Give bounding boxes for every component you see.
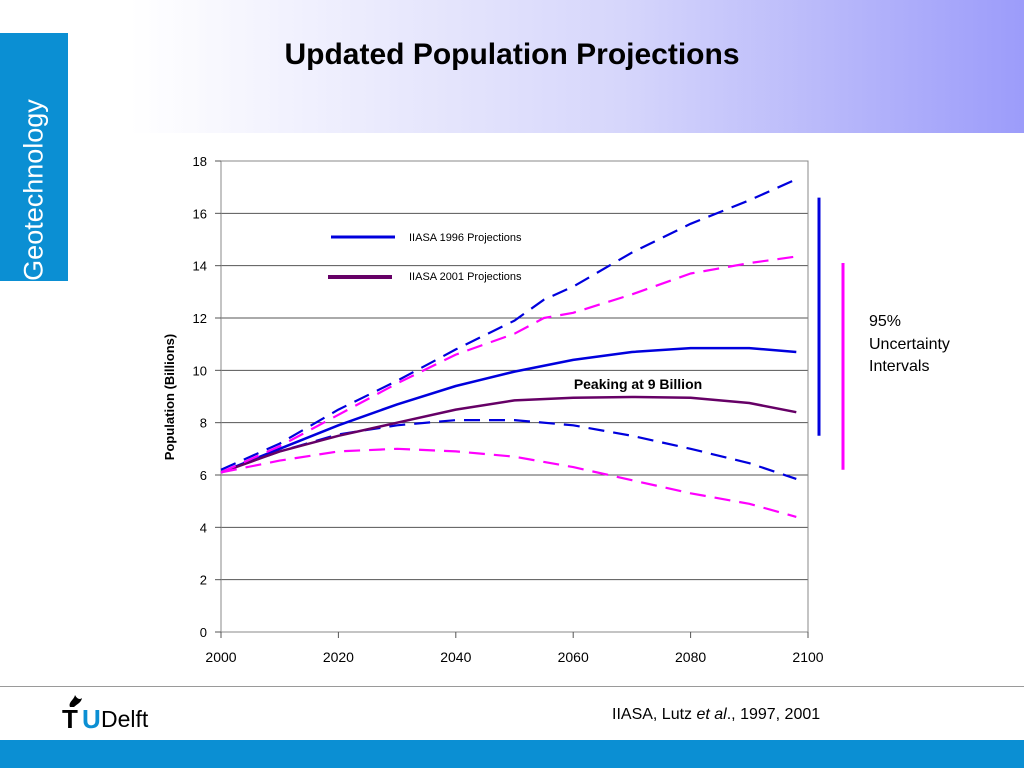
y-tick-label: 16 (193, 206, 207, 221)
x-tick-label: 2040 (440, 649, 471, 665)
line-iiasa-2001-lower (220, 447, 797, 518)
header-gradient-band (130, 0, 1024, 133)
footer-divider (0, 686, 1024, 687)
uncertainty-label-line1: 95% (869, 313, 901, 330)
plot-frame (220, 160, 809, 633)
line-iiasa-2001-median (220, 395, 797, 474)
uncertainty-label-line3: Intervals (869, 358, 929, 375)
uncertainty-label: 95% Uncertainty Intervals (869, 313, 950, 375)
citation-post: ., 1997, 2001 (726, 706, 821, 723)
line-iiasa-1996-median (220, 346, 797, 474)
uncertainty-label-line2: Uncertainty (869, 336, 950, 353)
x-tick-label: 2080 (675, 649, 706, 665)
x-tick-label: 2020 (323, 649, 354, 665)
legend: IIASA 1996 Projections IIASA 2001 Projec… (328, 232, 522, 283)
logo-u: U (82, 704, 101, 734)
flame-icon (69, 695, 82, 707)
legend-label-iiasa-1996: IIASA 1996 Projections (409, 232, 522, 244)
legend-label-iiasa-2001: IIASA 2001 Projections (409, 271, 522, 283)
y-tick-label: 2 (200, 573, 207, 588)
citation: IIASA, Lutz et al., 1997, 2001 (612, 706, 820, 724)
line-iiasa-1996-lower (220, 419, 797, 480)
tudelft-logo: T U Delft (62, 694, 172, 738)
y-tick-label: 10 (193, 363, 207, 378)
logo-delft: Delft (101, 706, 149, 732)
y-tick-label: 6 (200, 468, 207, 483)
y-tick-label: 4 (200, 520, 207, 535)
y-tick-label: 12 (193, 311, 207, 326)
peak-annotation: Peaking at 9 Billion (574, 376, 702, 392)
y-tick-label: 14 (193, 259, 207, 274)
x-tick-label: 2060 (558, 649, 589, 665)
citation-italic: et al (696, 706, 727, 723)
side-tab: Geotechnology (0, 33, 68, 281)
footer-band (0, 740, 1024, 768)
x-tick-label: 2000 (205, 649, 236, 665)
y-tick-label: 0 (200, 625, 207, 640)
logo-t: T (62, 704, 78, 734)
y-tick-label: 18 (193, 154, 207, 169)
y-axis-label: Population (Billions) (162, 334, 177, 460)
line-iiasa-1996-upper (220, 178, 797, 471)
y-tick-label: 8 (200, 416, 207, 431)
line-iiasa-2001-upper (220, 255, 797, 474)
slide-title: Updated Population Projections (284, 38, 740, 71)
citation-pre: IIASA, Lutz (612, 706, 697, 723)
x-tick-label: 2100 (792, 649, 823, 665)
